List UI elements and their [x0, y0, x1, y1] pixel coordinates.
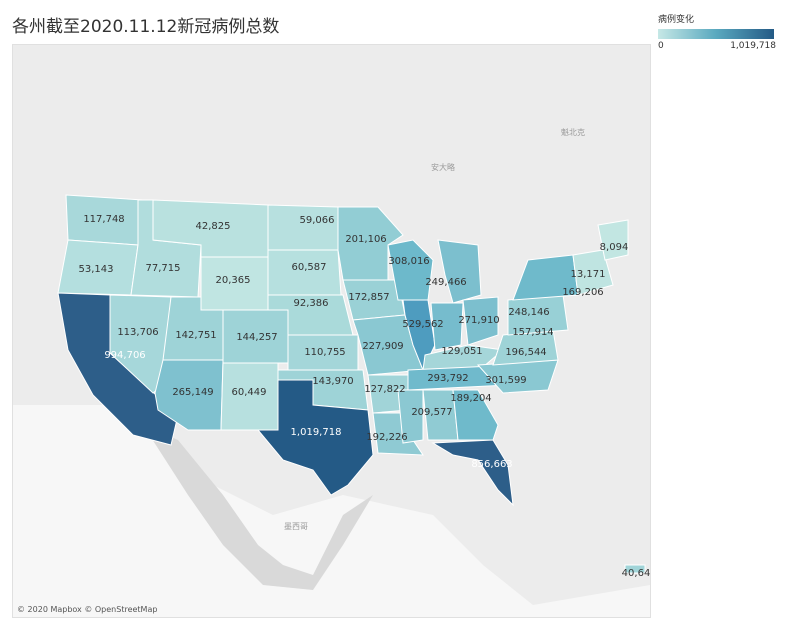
legend-min-label: 0 [658, 41, 664, 51]
label-OK: 143,970 [312, 376, 353, 387]
state-layer[interactable] [57, 194, 646, 574]
label-MN: 201,106 [345, 234, 386, 245]
state-MS[interactable] [397, 389, 424, 444]
label-ND: 59,066 [300, 215, 335, 226]
label-UT: 142,751 [175, 330, 216, 341]
state-ND[interactable] [267, 204, 339, 251]
label-TX: 1,019,718 [291, 427, 342, 438]
state-MI[interactable] [437, 239, 482, 304]
label-CA: 994,706 [104, 350, 145, 361]
state-WI[interactable] [387, 239, 434, 301]
page-title: 各州截至2020.11.12新冠病例总数 [12, 17, 280, 37]
state-KY[interactable] [422, 344, 505, 371]
label-OR: 53,143 [79, 264, 114, 275]
state-MN[interactable] [337, 206, 404, 281]
label-KY: 129,051 [441, 346, 482, 357]
state-IN[interactable] [430, 302, 464, 351]
label-PR: 40,64 [622, 568, 650, 579]
label-NE: 92,386 [294, 298, 329, 309]
label-GA: 301,599 [485, 375, 526, 386]
label-AL: 189,204 [450, 393, 491, 404]
label-MO: 227,909 [362, 341, 403, 352]
legend-max-label: 1,019,718 [730, 41, 776, 51]
state-ME[interactable] [597, 219, 629, 261]
legend-range: 0 1,019,718 [658, 41, 776, 51]
state-GA[interactable] [452, 389, 499, 441]
label-VA: 157,914 [512, 327, 553, 338]
label-AZ: 265,149 [172, 387, 213, 398]
label-WY: 20,365 [216, 275, 251, 286]
legend-title: 病例变化 [658, 15, 695, 25]
label-WA: 117,748 [83, 214, 124, 225]
label-ME: 8,094 [600, 242, 629, 253]
label-MS: 209,577 [411, 407, 452, 418]
choropleth-map[interactable]: 墨西哥 安大略 魁北克 [12, 44, 651, 618]
label-WI: 308,016 [388, 256, 429, 267]
label-LA: 192,226 [366, 432, 407, 443]
state-NE-states[interactable] [572, 249, 614, 296]
label-NM: 60,449 [232, 387, 267, 398]
quebec-label: 魁北克 [561, 127, 585, 137]
label-MT: 42,825 [196, 221, 231, 232]
state-PR[interactable] [624, 564, 646, 574]
label-TN: 293,792 [427, 373, 468, 384]
map-attribution[interactable]: © 2020 Mapbox © OpenStreetMap [17, 605, 158, 614]
label-IL: 529,562 [402, 319, 443, 330]
label-IA: 172,857 [348, 292, 389, 303]
label-ID: 77,715 [146, 263, 181, 274]
state-FL[interactable] [431, 439, 514, 507]
color-legend[interactable]: 病例变化 0 1,019,718 [658, 12, 776, 51]
label-MI: 249,466 [425, 277, 466, 288]
map-canvas[interactable]: 墨西哥 安大略 魁北克 [13, 45, 650, 617]
label-IN: 271,910 [458, 315, 499, 326]
label-NC: 196,544 [505, 347, 546, 358]
label-SD: 60,587 [292, 262, 327, 273]
label-KS: 110,755 [304, 347, 345, 358]
label-FL: 856,663 [471, 459, 512, 470]
label-OH: 248,146 [508, 307, 549, 318]
label-CO: 144,257 [236, 332, 277, 343]
state-TX[interactable] [256, 379, 374, 496]
label-PA: 169,206 [562, 287, 603, 298]
label-AR: 127,822 [364, 384, 405, 395]
state-labels: 117,748 53,143 994,706 113,706 77,715 42… [79, 214, 651, 579]
mexico-label: 墨西哥 [284, 522, 308, 531]
label-NY: 13,171 [571, 269, 606, 280]
legend-gradient-bar [658, 29, 774, 39]
state-OH[interactable] [462, 296, 499, 346]
ontario-label: 安大略 [431, 162, 455, 172]
label-NV: 113,706 [117, 327, 158, 338]
